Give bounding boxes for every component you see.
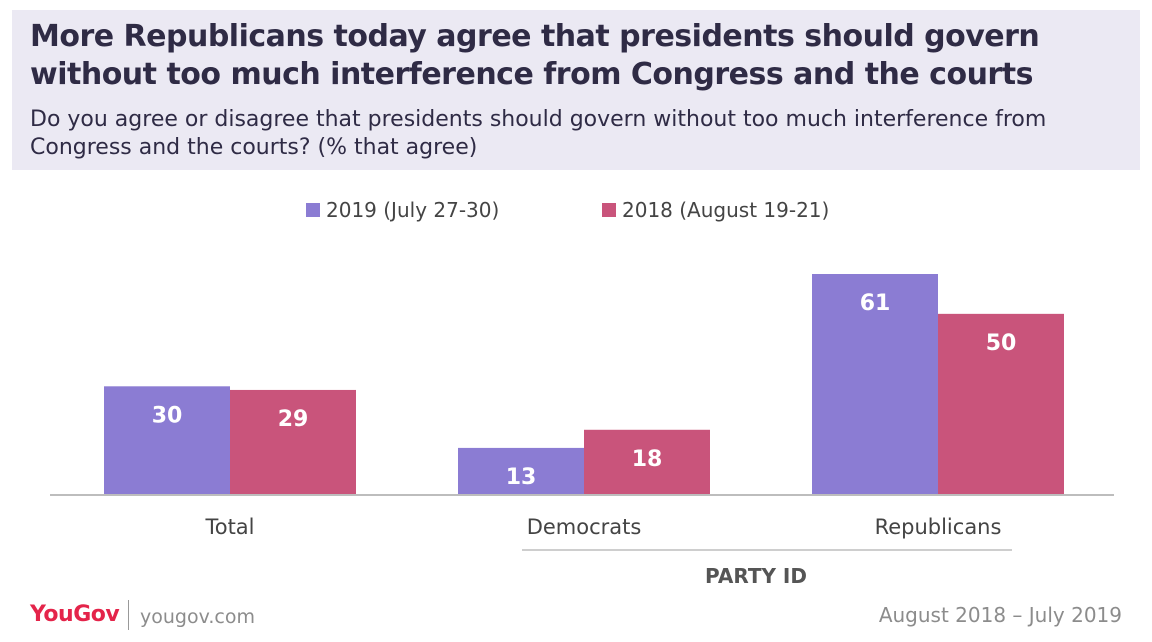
bar-democrats-2018 bbox=[584, 429, 710, 495]
category-label-total: Total bbox=[204, 515, 254, 539]
data-label-democrats-2019: 13 bbox=[506, 465, 537, 490]
legend-swatch-2019 bbox=[306, 203, 320, 217]
header-panel: More Republicans today agree that presid… bbox=[12, 10, 1140, 170]
data-label-democrats-2018: 18 bbox=[632, 447, 663, 472]
category-label-republicans: Republicans bbox=[875, 515, 1002, 539]
legend: 2019 (July 27-30) 2018 (August 19-21) bbox=[0, 198, 1152, 228]
yougov-logo: YouGov bbox=[30, 602, 120, 627]
legend-item-2019: 2019 (July 27-30) bbox=[306, 198, 499, 222]
legend-item-2018: 2018 (August 19-21) bbox=[602, 198, 829, 222]
footer-url: yougov.com bbox=[140, 606, 255, 628]
legend-label-2019: 2019 (July 27-30) bbox=[326, 198, 500, 222]
group-label-party-id: PARTY ID bbox=[705, 564, 807, 588]
legend-label-2018: 2018 (August 19-21) bbox=[622, 198, 830, 222]
footer-divider bbox=[128, 600, 129, 630]
bar-democrats-2019 bbox=[458, 447, 584, 495]
chart-subtitle: Do you agree or disagree that presidents… bbox=[30, 107, 1047, 160]
bar-chart: 30 29 Total 13 18 Democrats 61 50 Republicans PAR… bbox=[50, 274, 1114, 588]
data-label-republicans-2018: 50 bbox=[986, 331, 1017, 356]
chart-title: More Republicans today agree that presid… bbox=[30, 19, 1040, 92]
data-label-total-2018: 29 bbox=[278, 407, 309, 432]
category-label-democrats: Democrats bbox=[527, 515, 642, 539]
footer-date-range: August 2018 – July 2019 bbox=[878, 603, 1122, 627]
bar-republicans-2019 bbox=[812, 274, 938, 495]
bar-total-2018 bbox=[230, 389, 356, 495]
bar-total-2019 bbox=[104, 386, 230, 495]
bar-republicans-2018 bbox=[938, 313, 1064, 495]
legend-swatch-2018 bbox=[602, 203, 616, 217]
data-label-total-2019: 30 bbox=[152, 403, 183, 428]
data-label-republicans-2019: 61 bbox=[860, 291, 891, 316]
